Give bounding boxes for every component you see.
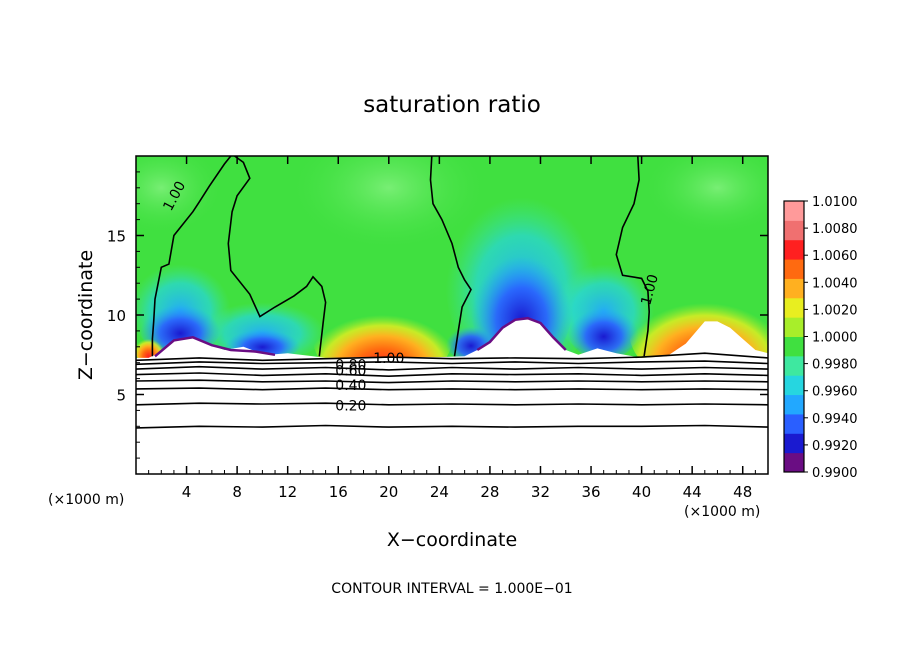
y-tick-label: 15 (107, 228, 126, 246)
contour-label: 0.80 (335, 357, 366, 373)
field-light-green (136, 156, 225, 236)
x-tick-label: 24 (430, 483, 449, 501)
y-axis: 5 10 15 (107, 171, 768, 459)
contour-label: 0.20 (335, 399, 366, 415)
x-tick-label: 16 (329, 483, 348, 501)
x-tick-label: 4 (182, 483, 192, 501)
contour-line (429, 156, 472, 357)
field-fringe (154, 336, 276, 358)
colorbar-tick-label: 1.0020 (812, 303, 858, 318)
contour-line (136, 360, 768, 366)
y-tick-label: 10 (107, 307, 126, 325)
y-axis-label: Z−coordinate (75, 250, 97, 380)
colorbar-tick-label: 1.0080 (812, 222, 858, 237)
contour-line (615, 156, 651, 357)
contour-label: 0.40 (335, 378, 366, 394)
y-tick-label: 5 (116, 387, 126, 405)
x-tick-label: 48 (733, 483, 752, 501)
contour-line (136, 402, 768, 406)
x-tick-label: 12 (278, 483, 297, 501)
colorbar-swatch (784, 259, 804, 279)
x-tick-label: 20 (379, 483, 398, 501)
colorbar-swatch (784, 336, 804, 357)
chart-title: saturation ratio (363, 92, 541, 118)
x-axis: 4 8 12 16 20 24 28 32 36 40 44 48 (148, 156, 756, 501)
x-tick-label: 28 (480, 483, 499, 501)
colorbar-tick-label: 1.0000 (812, 331, 858, 346)
contour-line (136, 424, 768, 429)
x-unit-right: (×1000 m) (684, 504, 760, 520)
colorbar-tick-label: 0.9940 (812, 412, 858, 427)
colorbar-tick-label: 1.0100 (812, 195, 858, 210)
colorbar-swatch (784, 375, 804, 396)
contour-line (136, 387, 768, 391)
colorbar-tick-label: 0.9900 (812, 466, 858, 481)
colorbar-swatch (784, 317, 804, 337)
contour-line (136, 352, 768, 362)
colorbar-swatch (784, 452, 804, 473)
x-tick-label: 8 (232, 483, 242, 501)
x-unit-left: (×1000 m) (48, 492, 124, 508)
colorbar-tick-label: 1.0040 (812, 276, 858, 291)
field-light-green (641, 156, 768, 236)
contour-lines: 1.001.001.000.800.600.400.20 (136, 156, 768, 429)
x-tick-label: 44 (683, 483, 702, 501)
colorbar-swatch (784, 355, 804, 376)
colorbar-tick-label: 0.9980 (812, 358, 858, 373)
colorbar-tick-label: 0.9920 (812, 439, 858, 454)
contour-label: 1.00 (638, 273, 662, 307)
colorbar-swatch (784, 220, 804, 241)
field-fringe (476, 316, 567, 352)
colorbar-swatch (784, 278, 804, 299)
contour-interval-note: CONTOUR INTERVAL = 1.000E−01 (331, 581, 572, 597)
field-blue (568, 302, 640, 360)
colorbar-swatch (784, 413, 804, 434)
x-tick-label: 36 (581, 483, 600, 501)
colorbar-swatch (784, 239, 804, 260)
x-tick-label: 40 (632, 483, 651, 501)
colorbar-tick-label: 0.9960 (812, 385, 858, 400)
field-light-green (287, 156, 490, 252)
contour-line (136, 379, 768, 384)
colorbar-swatch (784, 297, 804, 318)
x-axis-label: X−coordinate (387, 529, 517, 551)
colorbar-tick-label: 1.0060 (812, 249, 858, 264)
contour-line (136, 365, 768, 371)
colorbar-swatch (784, 433, 804, 454)
contour-label: 1.00 (373, 351, 404, 367)
colorbar: 1.0100 1.0080 1.0060 1.0040 1.0020 1.0000 0.99… (783, 195, 858, 481)
contour-line (151, 156, 232, 357)
x-tick-label: 32 (531, 483, 550, 501)
contour-label: 0.60 (335, 364, 366, 380)
colorbar-swatch (784, 394, 804, 415)
colorbar-swatch (784, 201, 804, 221)
contour-line (227, 156, 327, 357)
contour-line (136, 372, 768, 378)
heatmap-field (136, 156, 768, 474)
